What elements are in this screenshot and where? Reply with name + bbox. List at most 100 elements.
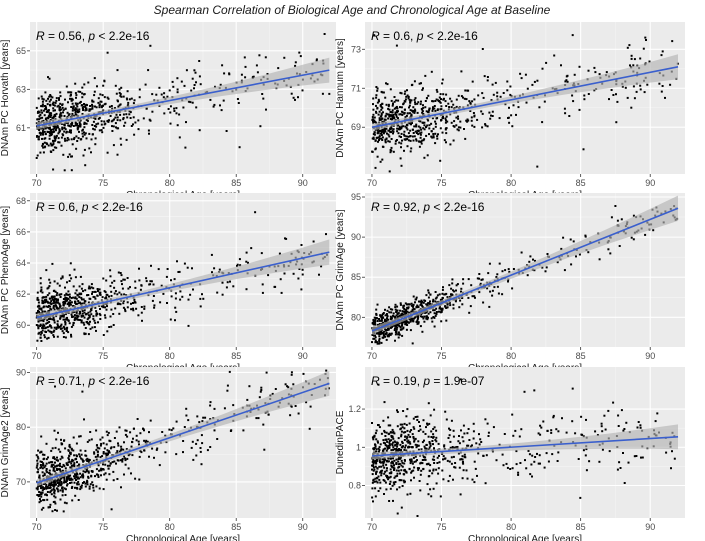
data-point — [394, 142, 397, 145]
data-point — [407, 303, 410, 306]
data-point — [378, 318, 380, 320]
data-point — [94, 455, 97, 458]
data-point — [59, 91, 62, 94]
data-point — [262, 423, 265, 426]
data-point — [371, 468, 373, 471]
data-point — [455, 289, 457, 292]
data-point — [476, 277, 479, 280]
data-point — [490, 99, 493, 102]
data-point — [461, 436, 464, 439]
data-point — [88, 439, 91, 442]
x-tick-label: 75 — [437, 522, 447, 532]
data-point — [300, 244, 303, 246]
data-point — [107, 120, 110, 123]
data-point — [42, 323, 45, 326]
data-point — [64, 300, 67, 303]
data-point — [137, 314, 140, 317]
data-point — [94, 306, 97, 309]
data-point — [40, 132, 43, 135]
correlation-annotation: R = 0.92, p < 2.2e-16 — [371, 200, 485, 214]
data-point — [389, 127, 392, 130]
data-point — [119, 459, 122, 462]
data-point — [432, 443, 434, 446]
data-point — [168, 428, 171, 431]
data-point — [486, 287, 489, 290]
data-point — [45, 442, 48, 445]
data-point — [393, 117, 396, 120]
data-point — [377, 136, 380, 139]
data-point — [389, 88, 392, 91]
y-tick-label: 1.2 — [348, 404, 361, 414]
data-point — [375, 462, 378, 465]
data-point — [397, 463, 400, 466]
data-point — [86, 440, 89, 443]
data-point — [120, 86, 123, 89]
data-point — [178, 270, 181, 273]
data-point — [386, 334, 389, 337]
data-point — [404, 312, 407, 315]
data-point — [122, 117, 125, 119]
data-point — [130, 302, 132, 305]
data-point — [44, 310, 47, 313]
data-point — [492, 93, 495, 96]
data-point — [70, 333, 72, 336]
data-point — [379, 471, 382, 474]
data-point — [78, 292, 81, 295]
data-point — [391, 484, 394, 487]
data-point — [112, 479, 115, 482]
data-point — [98, 447, 101, 450]
data-point — [116, 69, 119, 72]
data-point — [36, 135, 39, 137]
data-point — [397, 316, 399, 319]
data-point — [98, 312, 101, 315]
data-point — [62, 298, 65, 300]
data-point — [109, 115, 112, 117]
data-point — [478, 443, 481, 446]
data-point — [105, 452, 108, 455]
data-point — [61, 315, 63, 318]
data-point — [76, 318, 79, 321]
data-point — [50, 493, 53, 496]
data-point — [488, 111, 491, 114]
data-point — [398, 127, 401, 130]
data-point — [152, 295, 155, 297]
data-point — [94, 290, 97, 293]
data-point — [533, 389, 536, 392]
data-point — [96, 450, 99, 453]
data-point — [54, 446, 57, 449]
data-point — [60, 144, 63, 147]
data-point — [108, 105, 111, 108]
data-point — [418, 480, 421, 482]
data-point — [396, 474, 399, 477]
data-point — [125, 448, 128, 451]
data-point — [419, 132, 422, 135]
data-point — [77, 480, 80, 483]
data-point — [386, 83, 389, 86]
data-point — [379, 314, 382, 317]
data-point — [135, 434, 138, 437]
data-point — [670, 467, 672, 470]
data-point — [407, 439, 410, 442]
data-point — [47, 109, 50, 112]
data-point — [209, 404, 212, 407]
data-point — [149, 283, 152, 286]
data-point — [374, 460, 377, 463]
data-point — [193, 69, 196, 72]
data-point — [56, 124, 59, 127]
data-point — [404, 435, 407, 438]
data-point — [400, 136, 402, 138]
data-point — [50, 489, 53, 492]
data-point — [53, 146, 56, 149]
data-point — [431, 108, 434, 110]
data-point — [48, 134, 51, 137]
data-point — [399, 91, 402, 94]
data-point — [39, 460, 42, 463]
data-point — [380, 470, 382, 473]
data-point — [72, 315, 75, 318]
data-point — [93, 452, 96, 455]
data-point — [393, 107, 396, 110]
data-point — [95, 313, 98, 316]
data-point — [380, 465, 383, 468]
data-point — [605, 71, 608, 74]
data-point — [408, 318, 411, 321]
